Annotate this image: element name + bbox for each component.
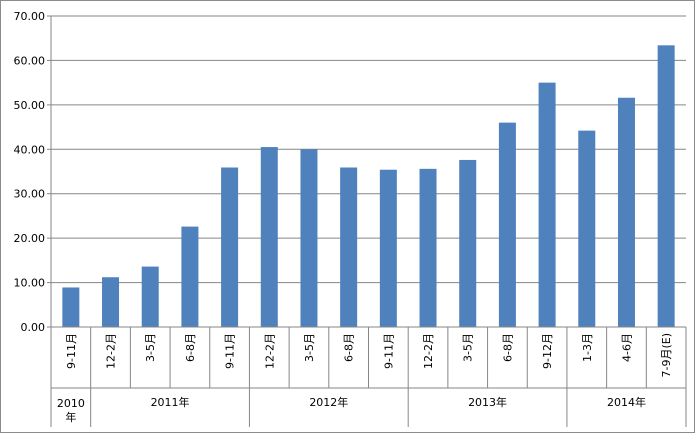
x-tick-label: 7-9月(E): [660, 333, 673, 378]
group-label: 2010 年: [57, 397, 85, 424]
bar: [260, 147, 278, 327]
y-axis: 0.00 10.00 20.00 30.00 40.00 50.00 60.00 70.00: [14, 10, 52, 334]
bar: [419, 168, 437, 327]
bar: [221, 167, 239, 327]
y-tick-label: 0.00: [21, 321, 46, 334]
y-tick-label: 50.00: [14, 99, 46, 112]
bar: [657, 45, 675, 328]
y-tick-label: 30.00: [14, 188, 46, 201]
y-tick-label: 60.00: [14, 54, 46, 67]
x-tick-label: 3-5月: [462, 333, 475, 362]
group-label: 2013年: [468, 395, 507, 409]
x-tick-label: 9-12月: [541, 333, 554, 369]
group-label: 2014年: [607, 395, 646, 409]
x-tick-label: 6-8月: [184, 333, 197, 362]
bar: [617, 97, 635, 328]
y-tick-label: 10.00: [14, 277, 46, 290]
bar: [578, 130, 596, 327]
bar: [538, 82, 556, 328]
bar: [300, 149, 318, 327]
bars: [62, 45, 675, 328]
bar: [459, 159, 477, 327]
bar: [498, 122, 516, 327]
x-tick-label: 12-2月: [422, 333, 435, 369]
y-tick-label: 20.00: [14, 232, 46, 245]
x-tick-label: 3-5月: [303, 333, 316, 362]
bar: [181, 226, 199, 327]
bar: [62, 287, 80, 327]
x-tick-label: 12-2月: [105, 333, 118, 369]
x-tick-label: 9-11月: [382, 333, 395, 369]
bar: [102, 277, 120, 327]
group-label: 2012年: [309, 395, 348, 409]
x-tick-label: 6-8月: [501, 333, 514, 362]
x-axis: 9-11月 12-2月 3-5月 6-8月 9-11月 12-2月 3-5月 6-8月 9-11…: [50, 326, 687, 427]
group-label: 2011年: [151, 395, 190, 409]
x-tick-label: 3-5月: [144, 333, 157, 362]
bar: [141, 266, 159, 327]
y-tick-label: 40.00: [14, 143, 46, 156]
x-tick-label: 9-11月: [224, 333, 237, 369]
x-tick-label: 6-8月: [343, 333, 356, 362]
y-tick-label: 70.00: [14, 10, 46, 23]
x-tick-label: 12-2月: [263, 333, 276, 369]
bar: [379, 169, 397, 327]
x-tick-label: 4-6月: [620, 333, 633, 362]
x-tick-label: 1-3月: [581, 333, 594, 362]
bar: [340, 167, 358, 327]
x-tick-label: 9-11月: [65, 333, 78, 369]
